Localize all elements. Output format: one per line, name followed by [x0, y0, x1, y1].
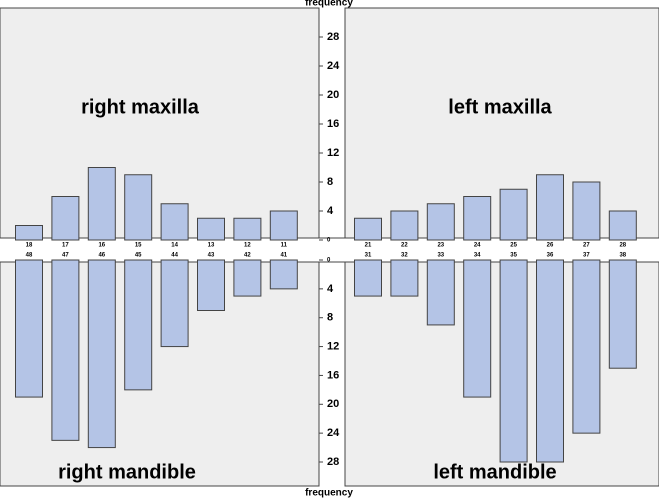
bar	[608, 210, 637, 241]
y-tick-label: 0	[327, 258, 331, 264]
bar	[390, 259, 419, 297]
bar	[51, 259, 80, 441]
y-tick-label: 20	[327, 398, 339, 410]
bar	[572, 181, 601, 241]
panel-title: left mandible	[433, 461, 556, 483]
bar	[463, 259, 492, 398]
y-tick-label: 8	[327, 176, 333, 188]
tooth-label: 28	[619, 243, 626, 249]
tooth-label: 43	[208, 253, 215, 259]
tooth-label: 33	[437, 253, 444, 259]
tooth-label: 17	[62, 243, 69, 249]
tooth-label: 24	[474, 243, 481, 249]
bar	[269, 259, 298, 290]
panel-title: right mandible	[58, 461, 196, 483]
y-tick-label: 12	[327, 340, 339, 352]
bar	[499, 188, 528, 241]
tooth-label: 21	[365, 243, 372, 249]
bar	[160, 259, 189, 348]
bar	[160, 203, 189, 241]
tooth-label: 41	[280, 253, 287, 259]
y-tick-label: 4	[327, 283, 334, 295]
y-tick-label: 28	[327, 31, 339, 43]
tooth-label: 22	[401, 243, 408, 249]
bar	[572, 259, 601, 434]
tooth-label: 14	[171, 243, 178, 249]
tooth-label: 26	[547, 243, 554, 249]
tooth-label: 44	[171, 253, 178, 259]
bar	[87, 259, 116, 449]
y-tick-label: 20	[327, 89, 339, 101]
y-tick-label: 16	[327, 369, 339, 381]
bar	[463, 196, 492, 241]
y-tick-label: 24	[327, 60, 340, 72]
axis-title: frequency	[305, 488, 353, 498]
bar	[354, 259, 382, 297]
bar	[608, 259, 637, 369]
bar	[15, 259, 43, 398]
bar	[15, 225, 43, 241]
tooth-label: 32	[401, 253, 408, 259]
bar	[390, 210, 419, 241]
tooth-label: 35	[510, 253, 517, 259]
tooth-label: 18	[26, 243, 33, 249]
y-tick-label: 4	[327, 205, 334, 217]
panel-title: right maxilla	[81, 96, 200, 118]
bar	[124, 259, 153, 391]
bar	[233, 217, 262, 241]
bar	[233, 259, 262, 297]
tooth-label: 31	[365, 253, 372, 259]
bar	[536, 174, 564, 241]
y-tick-label: 0	[327, 238, 331, 244]
bar	[354, 217, 382, 241]
panel-title: left maxilla	[448, 96, 552, 118]
tooth-label: 13	[208, 243, 215, 249]
tooth-label: 46	[98, 253, 105, 259]
panel	[0, 7, 320, 239]
y-tick-label: 8	[327, 312, 333, 324]
y-tick-label: 16	[327, 118, 339, 130]
tooth-label: 48	[26, 253, 33, 259]
tooth-label: 23	[437, 243, 444, 249]
tooth-label: 37	[583, 253, 590, 259]
tooth-label: 38	[619, 253, 626, 259]
tooth-label: 25	[510, 243, 517, 249]
y-tick-label: 24	[327, 427, 340, 439]
tooth-label: 42	[244, 253, 251, 259]
axis-title: frequency	[305, 0, 353, 9]
panel	[0, 261, 320, 487]
bar	[269, 210, 298, 241]
bar	[426, 203, 455, 241]
bar	[124, 174, 153, 241]
tooth-label: 34	[474, 253, 481, 259]
bar	[426, 259, 455, 326]
y-tick-label: 28	[327, 456, 339, 468]
bar	[197, 217, 225, 241]
bar	[87, 167, 116, 241]
tooth-label: 47	[62, 253, 69, 259]
bar	[536, 259, 564, 463]
tooth-label: 16	[98, 243, 105, 249]
y-tick-label: 12	[327, 147, 339, 159]
tooth-label: 36	[547, 253, 554, 259]
tooth-label: 27	[583, 243, 590, 249]
tooth-label: 45	[135, 253, 142, 259]
tooth-label: 15	[135, 243, 142, 249]
tooth-label: 12	[244, 243, 251, 249]
tooth-label: 11	[281, 243, 288, 249]
bar	[499, 259, 528, 463]
bar	[51, 196, 80, 241]
bar	[197, 259, 225, 311]
